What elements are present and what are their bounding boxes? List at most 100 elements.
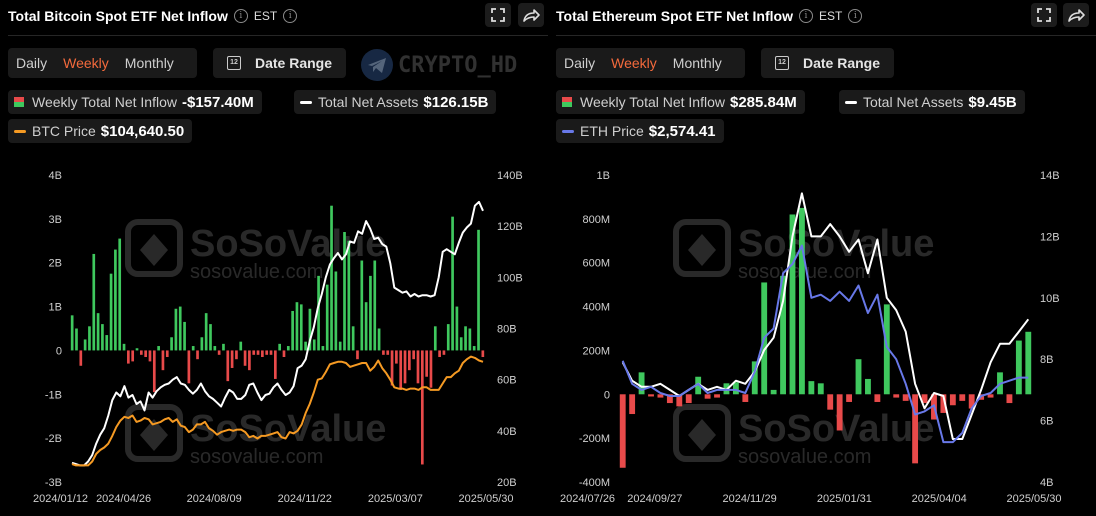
net-inflow-bar (321, 346, 325, 351)
net-inflow-bar (714, 394, 720, 398)
eth-period-tabs: Daily Weekly Monthly (556, 48, 745, 78)
date-range-label: Date Range (255, 55, 333, 71)
net-inflow-bar (317, 275, 320, 351)
net-inflow-bar (780, 275, 786, 395)
net-inflow-bar (105, 335, 109, 351)
share-button[interactable] (518, 3, 544, 27)
watermark-brand: SoSoValue (190, 408, 386, 450)
net-inflow-bar (299, 304, 303, 351)
sosovalue-logo-mark (688, 419, 716, 451)
net-inflow-bar (178, 306, 182, 351)
net-inflow-bar (386, 350, 390, 355)
crypto-hd-watermark: CRYPTO_HD (360, 48, 517, 82)
y2-axis-tick-label: 6B (1040, 416, 1053, 428)
net-inflow-bar (204, 313, 208, 351)
net-inflow-bar (282, 350, 286, 358)
btc-legend-flow[interactable]: Weekly Total Net Inflow -$157.40M (8, 90, 262, 114)
eth-title-row: Total Ethereum Spot ETF Net Inflow i EST… (556, 4, 868, 28)
y-axis-tick-label: 800M (582, 214, 610, 226)
y2-axis-tick-label: 100B (497, 272, 523, 284)
net-inflow-bar (330, 205, 333, 351)
legend-price-value: $104,640.50 (100, 122, 185, 140)
net-inflow-bar (295, 302, 299, 351)
net-inflow-bar (217, 350, 221, 355)
y-axis-tick-label: 200M (582, 345, 610, 357)
net-inflow-bar (799, 207, 805, 395)
tab-monthly[interactable]: Monthly (124, 55, 174, 71)
date-range-label: Date Range (803, 55, 881, 71)
x-axis-tick-label: 2024/04/26 (96, 493, 151, 505)
crypto-hd-text: CRYPTO_HD (398, 52, 518, 78)
net-inflow-bar (265, 350, 269, 355)
header-divider (8, 35, 548, 36)
net-inflow-bar (83, 339, 87, 351)
header-divider (556, 35, 1096, 36)
eth-legend-flow[interactable]: Weekly Total Net Inflow $285.84M (556, 90, 805, 114)
net-inflow-bar (235, 350, 238, 360)
tab-monthly[interactable]: Monthly (672, 55, 722, 71)
tab-daily[interactable]: Daily (564, 55, 596, 71)
net-inflow-bar (468, 328, 472, 351)
btc-date-range-button[interactable]: 12 Date Range (213, 48, 347, 78)
net-inflow-bar (127, 350, 130, 364)
legend-flow-value: $285.84M (730, 93, 797, 111)
net-inflow-bar (629, 394, 636, 415)
net-inflow-bar (846, 394, 853, 402)
info-icon[interactable]: i (233, 9, 248, 23)
share-button[interactable] (1063, 3, 1089, 27)
eth-legend-assets[interactable]: Total Net Assets $9.45B (839, 90, 1025, 114)
net-inflow-bar (855, 359, 862, 395)
net-inflow-bar (377, 328, 381, 351)
tab-daily[interactable]: Daily (16, 55, 48, 71)
net-inflow-bar (122, 343, 126, 351)
btc-legend-assets[interactable]: Total Net Assets $126.15B (294, 90, 497, 114)
net-inflow-bar (79, 350, 83, 366)
fullscreen-button[interactable] (485, 3, 511, 27)
y2-axis-tick-label: 20B (497, 477, 517, 489)
y2-axis-tick-label: 4B (1040, 477, 1053, 489)
eth-date-range-button[interactable]: 12 Date Range (761, 48, 895, 78)
calendar-icon: 12 (227, 56, 241, 70)
info-icon[interactable]: i (798, 9, 813, 23)
assets-swatch (845, 100, 857, 104)
net-inflow-bar (373, 260, 377, 351)
net-inflow-bar (676, 394, 683, 407)
watermark-brand: SoSoValue (190, 223, 386, 265)
eth-legend-price[interactable]: ETH Price $2,574.41 (556, 119, 724, 143)
tab-weekly[interactable]: Weekly (63, 55, 109, 71)
y-axis-tick-label: 2B (49, 258, 62, 270)
net-inflow-bar (274, 350, 277, 379)
info-icon[interactable]: i (283, 9, 298, 23)
x-axis-tick-label: 2025/04/04 (912, 493, 967, 505)
info-icon[interactable]: i (848, 9, 863, 23)
net-inflow-bar (191, 346, 195, 351)
net-inflow-bar (912, 394, 919, 464)
net-inflow-bar (338, 341, 342, 351)
net-inflow-bar (269, 350, 273, 355)
net-inflow-bar (230, 350, 234, 368)
net-inflow-bar (429, 350, 433, 388)
net-inflow-bar (459, 337, 463, 351)
net-inflow-bar (131, 350, 135, 362)
net-inflow-bar (425, 350, 428, 377)
net-inflow-bar (940, 394, 947, 413)
y-axis-tick-label: -400M (579, 477, 610, 489)
btc-legend-price[interactable]: BTC Price $104,640.50 (8, 119, 193, 143)
net-inflow-bar (139, 350, 143, 355)
tab-weekly[interactable]: Weekly (611, 55, 657, 71)
net-inflow-bar (412, 350, 416, 360)
net-inflow-bar (248, 350, 251, 371)
sosovalue-logo-icon (673, 404, 731, 462)
net-inflow-bar (118, 238, 122, 351)
fullscreen-button[interactable] (1031, 3, 1057, 27)
x-axis-tick-label: 2025/03/07 (368, 493, 423, 505)
price-line (621, 244, 1029, 444)
net-inflow-bar (92, 253, 96, 351)
x-axis-tick-label: 2025/01/31 (817, 493, 872, 505)
net-inflow-bar (170, 337, 173, 351)
